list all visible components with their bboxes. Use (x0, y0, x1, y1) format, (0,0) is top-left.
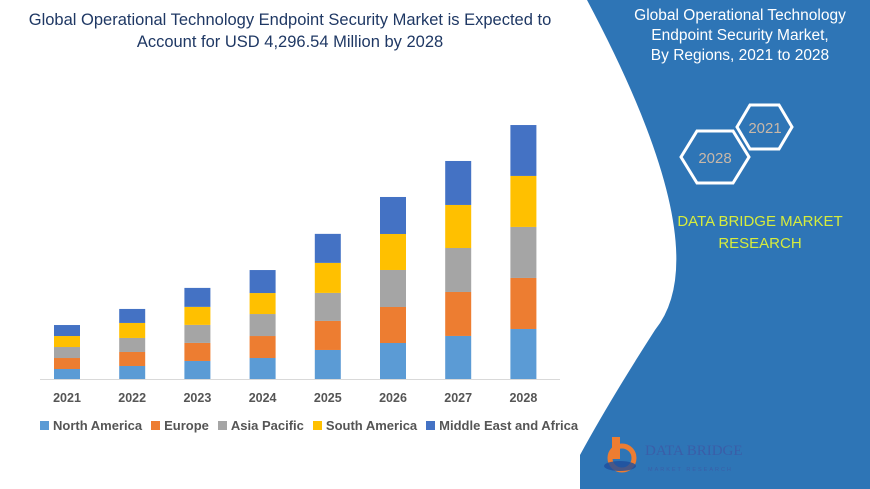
bar-segment-2024-middle-east-and-africa (249, 270, 276, 294)
panel-title-line: By Regions, 2021 to 2028 (650, 47, 830, 64)
bar-segment-2027-asia-pacific (445, 247, 472, 292)
legend-swatch (40, 421, 49, 430)
legend-item: North America (40, 418, 142, 433)
bar-segment-2026-north-america (380, 342, 406, 379)
panel-title-line: Global Operational Technology (634, 7, 846, 24)
blue-panel (580, 0, 870, 489)
bar-segment-2026-middle-east-and-africa (380, 196, 406, 234)
bar-segment-2026-south-america (380, 233, 406, 270)
bar-segment-2026-asia-pacific (380, 269, 406, 307)
hex-2028-label: 2028 (698, 150, 731, 167)
bar-segment-2026-europe (380, 306, 406, 343)
bar-segment-2028-europe (510, 277, 537, 329)
bar-segment-2022-north-america (119, 365, 146, 379)
x-tick-label: 2024 (249, 391, 277, 405)
bar-segment-2023-middle-east-and-africa (184, 287, 211, 307)
bar-segment-2027-north-america (445, 335, 472, 379)
bar-segment-2022-europe (119, 351, 146, 366)
legend-label: Asia Pacific (230, 418, 304, 433)
x-tick-label: 2025 (314, 391, 342, 405)
logo-subtext: MARKET RESEARCH (648, 467, 733, 473)
legend-item: Middle East and Africa (426, 418, 578, 433)
x-tick-label: 2026 (379, 391, 407, 405)
bar-segment-2025-south-america (314, 262, 341, 293)
x-tick-label: 2027 (444, 391, 472, 405)
x-tick-label: 2021 (53, 391, 81, 405)
bar-segment-2025-asia-pacific (314, 292, 341, 321)
bar-segment-2023-north-america (184, 360, 211, 379)
bar-segment-2028-south-america (510, 175, 537, 227)
legend-item: Asia Pacific (217, 418, 304, 433)
legend-label: South America (325, 418, 418, 433)
legend-swatch (217, 421, 227, 430)
brand-line: RESEARCH (718, 235, 802, 252)
bar-segment-2023-south-america (184, 306, 211, 325)
bar-segment-2021-asia-pacific (54, 347, 80, 359)
legend-swatch (312, 421, 322, 430)
panel-title-line: Endpoint Security Market, (651, 27, 829, 44)
x-tick-label: 2023 (183, 391, 211, 405)
bar-segment-2021-south-america (54, 336, 80, 348)
legend-label: Middle East and Africa (439, 418, 579, 433)
bar-segment-2025-middle-east-and-africa (314, 233, 341, 263)
brand-text: DATA BRIDGE MARKET RESEARCH (660, 211, 860, 255)
legend-swatch (151, 421, 161, 430)
legend-label: North America (53, 418, 143, 433)
bar-segment-2027-south-america (445, 204, 472, 248)
logo: DATA BRIDGE MARKET RESEARCH (604, 437, 743, 473)
bar-segment-2028-asia-pacific (510, 226, 537, 278)
chart-title: Global Operational Technology Endpoint S… (28, 11, 552, 51)
bar-segment-2023-europe (184, 342, 211, 361)
hexagon-2021: 2021 (735, 103, 794, 151)
logo-text: DATA BRIDGE (645, 443, 743, 459)
bar-segment-2021-europe (54, 358, 80, 370)
x-tick-label: 2022 (118, 391, 146, 405)
panel-title: Global Operational Technology Endpoint S… (600, 6, 870, 66)
bar-segment-2027-middle-east-and-africa (445, 160, 472, 205)
legend: North America Europe Asia Pacific South … (40, 418, 578, 433)
bar-segment-2028-north-america (510, 328, 537, 379)
bar-segment-2025-europe (314, 320, 341, 350)
hexagon-2028: 2028 (679, 129, 751, 185)
bar-segment-2024-europe (249, 336, 276, 359)
bar-segment-2025-north-america (314, 349, 341, 379)
bar-segment-2024-north-america (249, 358, 276, 379)
legend-item: Europe (151, 418, 209, 433)
bar-segment-2021-north-america (54, 369, 80, 379)
bar-segment-2024-asia-pacific (249, 314, 276, 337)
x-tick-label: 2028 (509, 391, 537, 405)
bar-segment-2024-south-america (249, 293, 276, 315)
hex-2021-label: 2021 (748, 120, 781, 137)
legend-item: South America (312, 418, 418, 433)
bar-segment-2027-europe (445, 291, 472, 336)
bar-segment-2022-asia-pacific (119, 337, 146, 352)
bar-segment-2022-middle-east-and-africa (119, 308, 146, 323)
bar-segment-2023-asia-pacific (184, 324, 211, 343)
bar-segment-2028-middle-east-and-africa (510, 125, 537, 176)
stacked-bar-chart: 2021 2022 2023 2024 2025 2026 2027 2028 (40, 125, 560, 405)
legend-label: Europe (164, 418, 209, 433)
brand-line: DATA BRIDGE MARKET (677, 213, 843, 230)
bar-segment-2021-middle-east-and-africa (54, 325, 80, 337)
legend-swatch (426, 421, 436, 430)
bar-segment-2022-south-america (119, 322, 146, 338)
